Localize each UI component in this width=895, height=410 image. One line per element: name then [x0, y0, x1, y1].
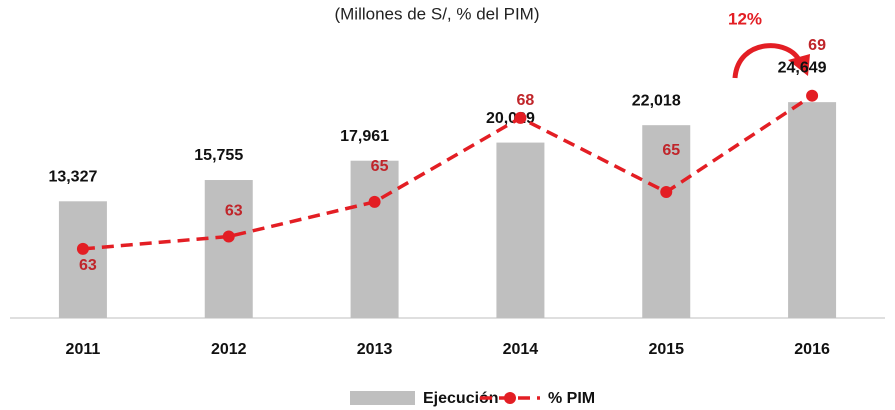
x-tick-label: 2013 [357, 341, 393, 358]
bar [496, 142, 545, 318]
x-tick-label: 2016 [794, 341, 830, 358]
legend-swatch [350, 391, 415, 405]
bar-value-label: 24,649 [778, 59, 827, 76]
bar [350, 160, 399, 318]
bar [58, 201, 107, 318]
line-point [514, 111, 527, 124]
line-point [806, 89, 819, 102]
x-tick-label: 2015 [648, 341, 684, 358]
bar-value-label: 13,327 [48, 169, 97, 186]
bar-value-label: 20,029 [486, 110, 535, 127]
annotation-arrowhead [788, 54, 810, 76]
legend-label: Ejecución [423, 390, 499, 407]
chart-title: (Millones de S/, % del PIM) [334, 4, 539, 23]
bar [642, 125, 691, 319]
x-tick-label: 2012 [211, 341, 247, 358]
line-value-label: 68 [517, 92, 535, 109]
legend-marker [504, 392, 516, 404]
line-point [368, 195, 381, 208]
x-tick-label: 2011 [66, 341, 101, 358]
x-tick-label: 2014 [503, 341, 539, 358]
bar [788, 102, 837, 318]
bar-value-label: 22,018 [632, 92, 681, 109]
line-point [76, 242, 89, 255]
line-value-label: 63 [225, 203, 243, 220]
annotation-arrow [732, 43, 803, 79]
annotation: 12% [728, 9, 762, 28]
bar-value-label: 15,755 [194, 147, 243, 164]
bar-value-label: 17,961 [340, 128, 389, 145]
line [82, 94, 814, 251]
line-value-label: 65 [662, 142, 680, 159]
line-value-label: 69 [808, 37, 826, 54]
line-point [660, 186, 673, 199]
bar [204, 180, 253, 318]
line-value-label: 65 [371, 158, 389, 175]
line-point [222, 230, 235, 243]
line-value-label: 63 [79, 257, 97, 274]
legend-label: % PIM [548, 390, 595, 407]
